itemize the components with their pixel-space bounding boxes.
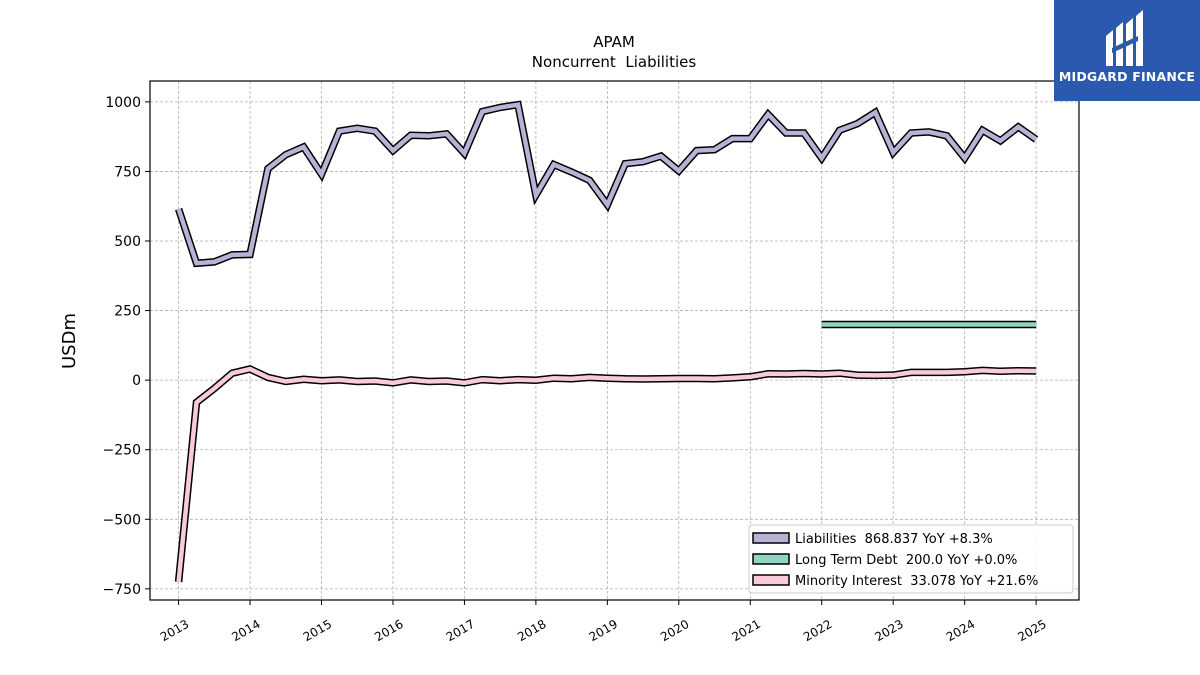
grid-lines: [150, 81, 1079, 600]
liabilities-line: [176, 102, 1038, 266]
plot-frame: [149, 80, 1080, 601]
series-layer: [174, 100, 1039, 583]
legend-swatch-liabilities: [752, 532, 790, 544]
x-tick-label: 2013: [158, 617, 191, 644]
y-tick-label: 250: [114, 304, 141, 320]
y-tick-label: −500: [103, 512, 141, 528]
x-tick-label: 2025: [1015, 617, 1048, 644]
legend-swatch-minority-interest: [752, 574, 790, 586]
x-tick-label: 2017: [444, 617, 477, 644]
legend-label-liabilities: Liabilities 868.837 YoY +8.3%: [795, 532, 993, 547]
legend-swatch-long-term-debt: [752, 553, 790, 565]
x-tick-label: 2015: [301, 617, 334, 644]
x-tick-label: 2016: [372, 617, 405, 644]
legend-box: [748, 524, 1074, 594]
y-tick-label: 0: [132, 373, 141, 389]
brand-logo: MIDGARD FINANCE: [1054, 0, 1200, 101]
brand-name: MIDGARD FINANCE: [1058, 69, 1196, 84]
x-tick-label: 2021: [730, 617, 763, 644]
legend-label-long-term-debt: Long Term Debt 200.0 YoY +0.0%: [795, 553, 1017, 568]
x-tick-label: 2022: [801, 617, 834, 644]
legend-label-minority-interest: Minority Interest 33.078 YoY +21.6%: [795, 574, 1038, 589]
y-tick-label: 500: [114, 234, 141, 250]
chart-title: APAM: [593, 33, 635, 51]
y-tick-label: 750: [114, 164, 141, 180]
minority-interest-line: [176, 366, 1037, 583]
x-axis: 2013 2014 2015 2016 2017 2018 2019 2020 2021 2022…: [158, 600, 1049, 644]
x-tick-label: 2024: [944, 617, 977, 644]
midgard-logo-icon: [1106, 10, 1143, 66]
y-axis-label: USDm: [59, 313, 80, 369]
x-tick-label: 2018: [515, 617, 548, 644]
x-tick-label: 2014: [229, 617, 262, 644]
legend: Liabilities 868.837 YoY +8.3% Long Term D…: [748, 524, 1074, 594]
chart-subtitle: Noncurrent Liabilities: [532, 53, 697, 71]
y-tick-label: −750: [103, 582, 141, 598]
y-tick-label: 1000: [105, 95, 141, 111]
x-tick-label: 2023: [872, 617, 905, 644]
y-tick-label: −250: [103, 443, 141, 459]
y-axis: −750 −500 −250 0 250 500 750 1000: [103, 95, 150, 598]
x-tick-label: 2019: [587, 617, 620, 644]
x-tick-label: 2020: [658, 617, 691, 644]
